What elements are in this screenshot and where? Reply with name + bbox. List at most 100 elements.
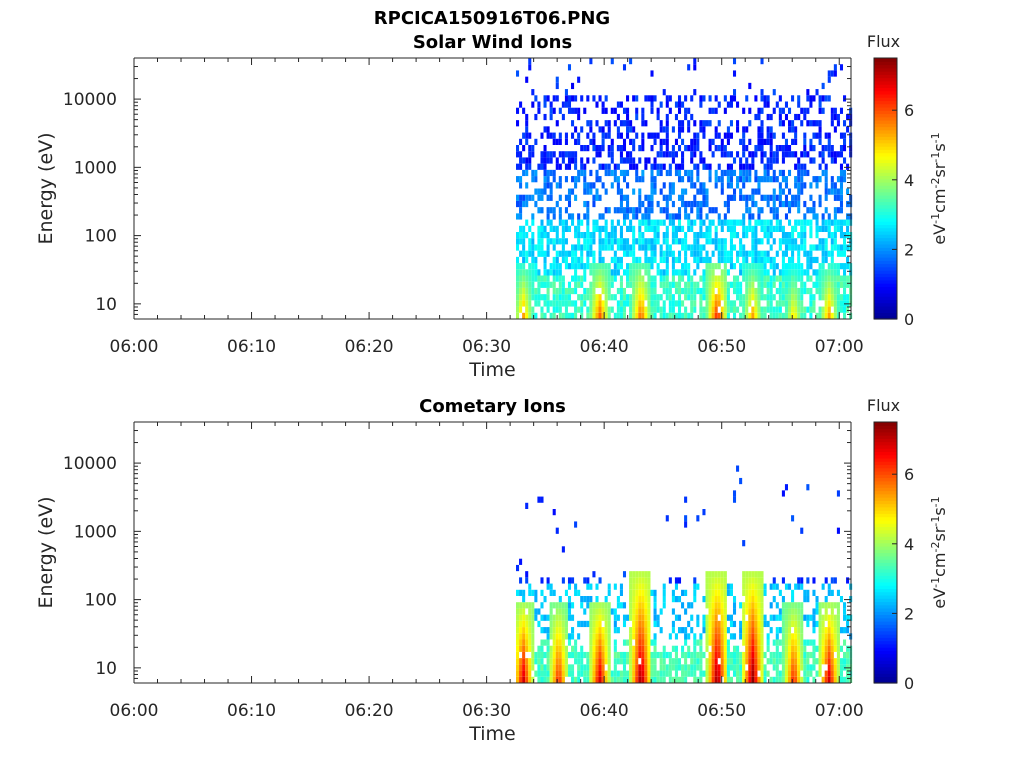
heatmap-cell — [537, 281, 541, 288]
heatmap-cell — [564, 256, 568, 264]
heatmap-cell — [778, 120, 782, 127]
heatmap-cell — [684, 608, 688, 615]
heatmap-cell — [708, 95, 712, 102]
heatmap-cell — [797, 651, 801, 659]
heatmap-cell — [791, 194, 795, 201]
heatmap-cell — [794, 244, 798, 251]
heatmap-cell — [824, 306, 828, 313]
heatmap-cell — [696, 132, 700, 139]
heatmap-cell — [583, 188, 587, 195]
heatmap-cell — [732, 608, 737, 615]
heatmap-cell — [571, 300, 575, 307]
heatmap-cell — [763, 225, 767, 232]
heatmap-cell — [827, 627, 831, 634]
heatmap-cell — [641, 312, 645, 319]
heatmap-cell — [665, 194, 669, 201]
heatmap-cell — [613, 670, 617, 677]
heatmap-cell — [723, 250, 727, 257]
heatmap-cell — [778, 281, 782, 288]
heatmap-cell — [644, 157, 648, 164]
heatmap-cell — [543, 182, 547, 189]
heatmap-cell — [846, 645, 850, 652]
heatmap-cell — [626, 658, 630, 665]
heatmap-cell — [775, 627, 779, 634]
heatmap-cell — [696, 658, 700, 665]
heatmap-cell — [525, 132, 529, 139]
heatmap-cell — [638, 244, 642, 251]
heatmap-cell — [665, 515, 669, 522]
heatmap-cell — [803, 145, 807, 152]
colorbar-segment — [874, 302, 897, 307]
heatmap-cell — [702, 269, 706, 276]
heatmap-cell — [717, 256, 721, 264]
heatmap-cell — [812, 294, 816, 301]
heatmap-cell — [528, 306, 532, 313]
heatmap-cell — [803, 651, 807, 659]
heatmap-cell — [748, 250, 752, 257]
heatmap-cell — [839, 188, 844, 195]
heatmap-cell — [558, 163, 562, 170]
heatmap-cell — [677, 238, 682, 245]
heatmap-cell — [644, 294, 648, 301]
heatmap-cell — [754, 645, 758, 652]
heatmap-cell — [751, 596, 755, 603]
colorbar-segment — [874, 555, 897, 560]
heatmap-cell — [809, 250, 813, 257]
heatmap-cell — [809, 232, 813, 239]
heatmap-cell — [577, 113, 581, 121]
heatmap-cell — [644, 219, 648, 226]
heatmap-cell — [549, 157, 553, 164]
heatmap-cell — [760, 281, 764, 288]
heatmap-cell — [788, 633, 792, 640]
heatmap-cell — [742, 664, 746, 671]
heatmap-cell — [558, 294, 562, 301]
heatmap-cell — [586, 577, 590, 584]
heatmap-cell — [595, 263, 599, 270]
heatmap-cell — [665, 132, 669, 139]
heatmap-cell — [549, 101, 553, 108]
heatmap-cell — [843, 145, 847, 152]
heatmap-cell — [598, 95, 602, 102]
heatmap-cell — [711, 670, 715, 677]
heatmap-cell — [791, 633, 795, 640]
heatmap-cell — [622, 207, 627, 214]
heatmap-cell — [564, 225, 568, 232]
heatmap-cell — [644, 571, 648, 578]
heatmap-cell — [656, 113, 660, 121]
heatmap-cell — [778, 269, 782, 276]
heatmap-cell — [833, 107, 837, 114]
heatmap-cell — [778, 676, 782, 683]
heatmap-cell — [561, 225, 565, 232]
heatmap-cell — [552, 633, 556, 640]
heatmap-cell — [754, 188, 758, 195]
heatmap-cell — [800, 225, 804, 232]
heatmap-cell — [644, 163, 648, 170]
heatmap-cell — [791, 138, 795, 145]
heatmap-cell — [650, 263, 654, 270]
heatmap-cell — [583, 269, 587, 276]
heatmap-cell — [543, 664, 547, 671]
colorbar-segment — [874, 627, 897, 632]
heatmap-cell — [784, 639, 788, 646]
heatmap-cell — [772, 651, 776, 659]
heatmap-cell — [558, 306, 562, 313]
heatmap-cell — [626, 207, 630, 214]
heatmap-cell — [531, 250, 535, 257]
colorbar-segment — [874, 152, 897, 157]
heatmap-cell — [522, 194, 526, 201]
heatmap-cell — [815, 287, 819, 295]
heatmap-cell — [754, 670, 758, 677]
heatmap-cell — [555, 670, 559, 677]
heatmap-cell — [543, 101, 547, 108]
heatmap-cell — [629, 583, 633, 590]
heatmap-cell — [580, 281, 584, 288]
heatmap-cell — [843, 602, 847, 609]
heatmap-cell — [516, 294, 520, 301]
heatmap-cell — [656, 670, 660, 677]
heatmap-cell — [791, 275, 795, 282]
heatmap-cell — [836, 269, 840, 276]
heatmap-cell — [662, 589, 666, 596]
heatmap-cell — [684, 670, 688, 677]
heatmap-cell — [571, 577, 575, 584]
heatmap-cell — [613, 608, 617, 615]
